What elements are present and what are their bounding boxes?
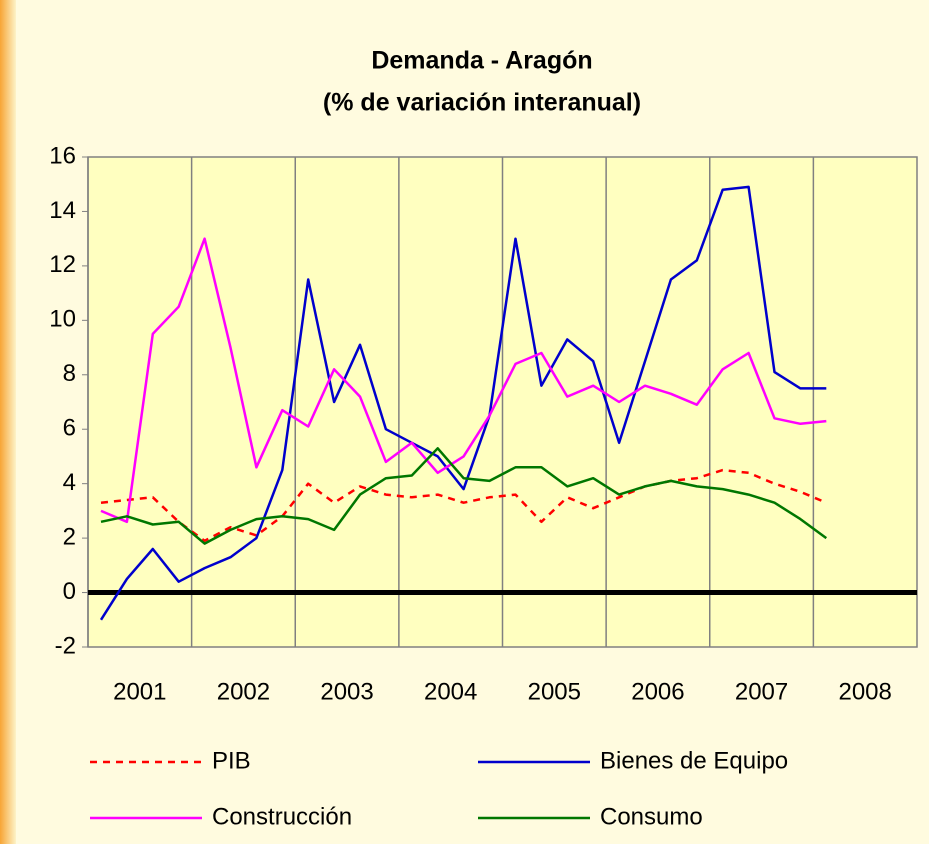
y-tick-label: 2 [63, 523, 76, 550]
x-tick-label: 2006 [631, 678, 684, 705]
y-tick-label: 10 [49, 306, 76, 333]
legend: PIB Bienes de Equipo Construcción Consumo [90, 747, 788, 830]
x-tick-label: 2007 [735, 678, 788, 705]
series-line [100, 468, 827, 543]
legend-label: Construcción [212, 803, 352, 830]
series-line [100, 447, 828, 545]
y-tick-label: 14 [49, 197, 76, 224]
series-line [100, 237, 827, 524]
y-tick-label: 12 [49, 251, 76, 278]
x-tick-label: 2008 [838, 678, 891, 705]
chart-title: Demanda - Aragón [371, 47, 592, 75]
edge-band [0, 0, 16, 844]
legend-label: PIB [212, 747, 251, 774]
y-tick-label: 0 [63, 578, 76, 605]
lines [99, 185, 828, 621]
grid: -2 0 2 4 6 8 10 12 14 16 2001 2002 2003 2004 2005 2006 2… [49, 142, 917, 705]
x-tick-label: 2003 [320, 678, 373, 705]
y-tick-label: 4 [63, 469, 76, 496]
legend-label: Consumo [600, 803, 703, 830]
x-tick-label: 2004 [424, 678, 477, 705]
legend-label: Bienes de Equipo [600, 747, 788, 774]
x-tick-label: 2005 [528, 678, 581, 705]
x-tick-label: 2002 [217, 678, 270, 705]
y-tick-label: 8 [63, 360, 76, 387]
chart-subtitle: (% de variación interanual) [323, 89, 641, 117]
x-tick-label: 2001 [113, 678, 166, 705]
y-tick-label: 6 [63, 415, 76, 442]
y-tick-label: -2 [55, 632, 76, 659]
y-tick-label: 16 [49, 142, 76, 169]
series-line [99, 185, 827, 621]
